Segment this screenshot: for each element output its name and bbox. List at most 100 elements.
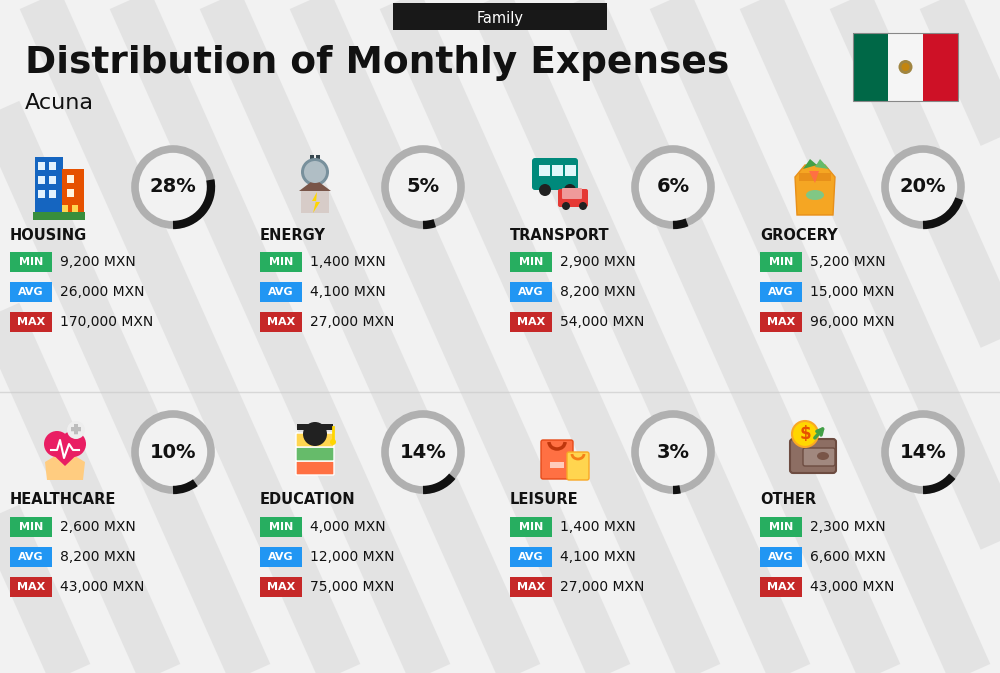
FancyBboxPatch shape: [10, 517, 52, 537]
Circle shape: [135, 414, 211, 490]
Text: 14%: 14%: [900, 443, 946, 462]
FancyBboxPatch shape: [510, 312, 552, 332]
FancyBboxPatch shape: [49, 162, 56, 170]
Text: AVG: AVG: [518, 287, 544, 297]
FancyBboxPatch shape: [38, 190, 45, 198]
FancyBboxPatch shape: [760, 312, 802, 332]
FancyBboxPatch shape: [62, 169, 84, 212]
Text: MAX: MAX: [17, 582, 45, 592]
FancyBboxPatch shape: [72, 205, 78, 212]
Circle shape: [564, 184, 576, 196]
FancyBboxPatch shape: [760, 547, 802, 567]
Text: 10%: 10%: [150, 443, 196, 462]
Circle shape: [60, 431, 86, 457]
Polygon shape: [312, 192, 320, 213]
FancyBboxPatch shape: [552, 165, 563, 176]
FancyBboxPatch shape: [10, 282, 52, 302]
Text: MIN: MIN: [769, 522, 793, 532]
Text: HEALTHCARE: HEALTHCARE: [10, 493, 116, 507]
FancyBboxPatch shape: [310, 155, 314, 164]
Text: 75,000 MXN: 75,000 MXN: [310, 580, 394, 594]
FancyBboxPatch shape: [260, 252, 302, 272]
FancyBboxPatch shape: [260, 312, 302, 332]
FancyBboxPatch shape: [760, 577, 802, 597]
Text: 1,400 MXN: 1,400 MXN: [560, 520, 636, 534]
Text: 54,000 MXN: 54,000 MXN: [560, 315, 644, 329]
Text: 28%: 28%: [150, 178, 196, 197]
Text: 96,000 MXN: 96,000 MXN: [810, 315, 895, 329]
FancyBboxPatch shape: [35, 157, 63, 212]
FancyBboxPatch shape: [510, 252, 552, 272]
Text: MIN: MIN: [769, 257, 793, 267]
Text: MAX: MAX: [767, 582, 795, 592]
FancyBboxPatch shape: [71, 428, 81, 432]
FancyBboxPatch shape: [67, 189, 74, 197]
FancyBboxPatch shape: [393, 3, 607, 30]
Text: MAX: MAX: [267, 317, 295, 327]
Circle shape: [539, 184, 551, 196]
FancyBboxPatch shape: [510, 547, 552, 567]
FancyBboxPatch shape: [71, 427, 81, 431]
Circle shape: [898, 60, 912, 74]
Text: 5%: 5%: [406, 178, 440, 197]
FancyBboxPatch shape: [10, 312, 52, 332]
Text: MAX: MAX: [517, 317, 545, 327]
FancyBboxPatch shape: [539, 165, 550, 176]
Polygon shape: [815, 159, 829, 169]
FancyBboxPatch shape: [316, 155, 320, 164]
FancyBboxPatch shape: [74, 425, 78, 435]
FancyBboxPatch shape: [38, 176, 45, 184]
Circle shape: [67, 421, 85, 439]
Text: MIN: MIN: [19, 257, 43, 267]
Text: MIN: MIN: [19, 522, 43, 532]
Text: 15,000 MXN: 15,000 MXN: [810, 285, 895, 299]
FancyBboxPatch shape: [550, 462, 564, 468]
Text: HOUSING: HOUSING: [10, 227, 87, 242]
FancyBboxPatch shape: [296, 447, 334, 461]
Text: 27,000 MXN: 27,000 MXN: [310, 315, 394, 329]
FancyBboxPatch shape: [510, 577, 552, 597]
FancyBboxPatch shape: [565, 165, 576, 176]
Text: 6%: 6%: [656, 178, 690, 197]
FancyBboxPatch shape: [260, 577, 302, 597]
FancyBboxPatch shape: [510, 282, 552, 302]
Text: 4,000 MXN: 4,000 MXN: [310, 520, 386, 534]
FancyBboxPatch shape: [532, 158, 578, 190]
Polygon shape: [809, 171, 819, 183]
Text: MIN: MIN: [519, 522, 543, 532]
Circle shape: [885, 414, 961, 490]
Ellipse shape: [806, 190, 824, 200]
Text: MAX: MAX: [17, 317, 45, 327]
FancyBboxPatch shape: [760, 252, 802, 272]
FancyBboxPatch shape: [260, 282, 302, 302]
Text: 2,900 MXN: 2,900 MXN: [560, 255, 636, 269]
FancyBboxPatch shape: [33, 212, 85, 220]
FancyBboxPatch shape: [296, 433, 334, 447]
Text: 43,000 MXN: 43,000 MXN: [60, 580, 144, 594]
Circle shape: [301, 158, 329, 186]
Text: MAX: MAX: [267, 582, 295, 592]
Text: 2,300 MXN: 2,300 MXN: [810, 520, 886, 534]
Circle shape: [330, 439, 336, 445]
Text: 8,200 MXN: 8,200 MXN: [560, 285, 636, 299]
Text: AVG: AVG: [768, 552, 794, 562]
Text: 8,200 MXN: 8,200 MXN: [60, 550, 136, 564]
FancyBboxPatch shape: [260, 547, 302, 567]
FancyBboxPatch shape: [760, 517, 802, 537]
Text: Family: Family: [477, 11, 524, 26]
Circle shape: [562, 202, 570, 210]
FancyBboxPatch shape: [10, 577, 52, 597]
Circle shape: [635, 414, 711, 490]
Circle shape: [902, 63, 910, 71]
Polygon shape: [299, 179, 331, 191]
Text: Distribution of Monthly Expenses: Distribution of Monthly Expenses: [25, 45, 729, 81]
FancyBboxPatch shape: [49, 176, 56, 184]
Text: MIN: MIN: [519, 257, 543, 267]
Text: AVG: AVG: [518, 552, 544, 562]
FancyBboxPatch shape: [10, 252, 52, 272]
Circle shape: [385, 149, 461, 225]
Text: 14%: 14%: [400, 443, 446, 462]
FancyBboxPatch shape: [301, 191, 329, 213]
Polygon shape: [795, 165, 835, 215]
FancyBboxPatch shape: [888, 33, 923, 101]
